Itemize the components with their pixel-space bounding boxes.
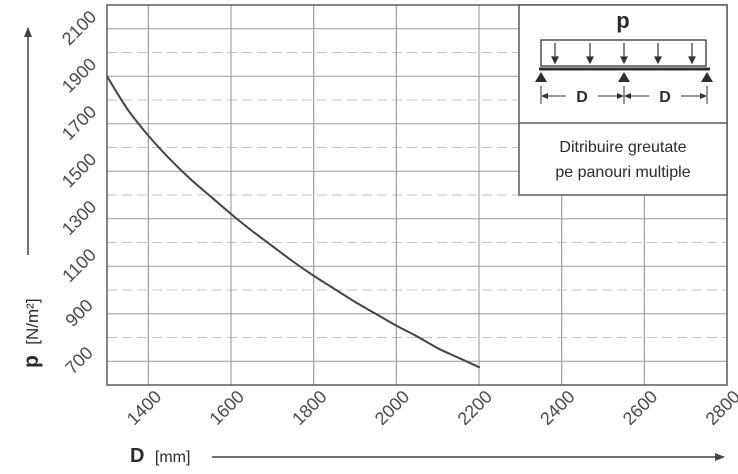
support-right <box>701 72 713 82</box>
load-rectangle <box>540 39 707 67</box>
inset-box <box>518 4 728 196</box>
y-tick-label: 2100 <box>58 7 100 49</box>
x-tick-label: 1400 <box>123 387 165 429</box>
y-tick-label: 900 <box>61 295 96 330</box>
beam-diagram: D D <box>535 39 713 106</box>
inset-caption-line-1: Ditribuire greutate <box>559 139 686 156</box>
y-tick-label: 700 <box>61 343 96 378</box>
support-left <box>535 72 547 82</box>
y-tick-label: 1700 <box>58 102 100 144</box>
y-tick-label: 1500 <box>58 149 100 191</box>
x-tick-label: 2200 <box>454 387 496 429</box>
x-tick-label: 2600 <box>619 387 661 429</box>
load-arrow-head <box>688 56 696 65</box>
inset-load-symbol: p <box>616 8 629 33</box>
load-arrow-head <box>620 56 628 65</box>
svg-text:p [N/m²]: p [N/m²] <box>20 298 43 368</box>
x-tick-label: 1800 <box>288 387 330 429</box>
load-arrow-head <box>551 56 559 65</box>
inset-caption-line-2: pe panouri multiple <box>555 164 690 181</box>
y-axis-label: p [N/m²] <box>20 298 43 368</box>
series-line-0 <box>106 75 480 369</box>
x-tick-label: 1600 <box>206 387 248 429</box>
y-tick-label: 1900 <box>58 54 100 96</box>
y-tick-label: 1300 <box>58 197 100 239</box>
load-arrow-head <box>654 56 662 65</box>
y-tick-label: 1100 <box>58 245 100 287</box>
y-axis-symbol: p <box>20 355 43 368</box>
support-middle <box>618 72 630 82</box>
x-tick-label: 2000 <box>371 387 413 429</box>
load-arrows <box>551 43 696 65</box>
inset-legend: p D D Ditribuire greutate <box>518 4 728 196</box>
x-tick-label: 2400 <box>536 387 578 429</box>
x-tick-label: 2800 <box>702 387 738 429</box>
x-axis-unit: [mm] <box>155 449 191 466</box>
span-label-right: D <box>659 89 671 106</box>
series-group <box>106 75 480 369</box>
x-axis-label: D [mm] <box>130 445 190 467</box>
x-axis-symbol: D <box>130 445 144 467</box>
span-label-left: D <box>576 89 588 106</box>
y-axis-unit: [N/m²] <box>23 298 42 344</box>
load-arrow-head <box>586 56 594 65</box>
